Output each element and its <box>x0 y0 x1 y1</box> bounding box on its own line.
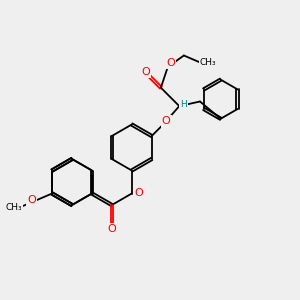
Text: O: O <box>28 195 36 206</box>
Text: H: H <box>180 100 187 109</box>
Text: O: O <box>167 58 175 68</box>
Text: O: O <box>162 116 170 127</box>
Text: O: O <box>107 224 116 234</box>
Text: O: O <box>141 67 150 77</box>
Text: O: O <box>134 188 143 199</box>
Text: CH₃: CH₃ <box>6 203 22 212</box>
Text: CH₃: CH₃ <box>200 58 216 67</box>
